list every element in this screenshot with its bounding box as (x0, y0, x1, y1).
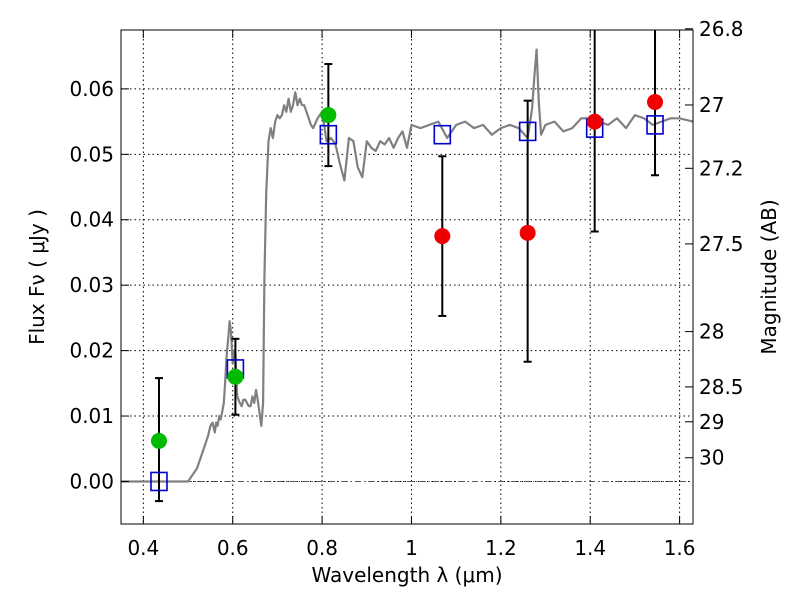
mag-tick-label: 27 (699, 93, 724, 117)
y-tick-label: 0.03 (69, 273, 114, 297)
model-photometry-square (319, 124, 338, 145)
mag-tick-label: 28.5 (699, 375, 744, 399)
plot-frame (120, 29, 694, 525)
y-tick-label: 0.04 (69, 208, 114, 232)
y-tick-label: 0.06 (69, 77, 114, 101)
nir-point (586, 113, 603, 130)
model-photometry-square (150, 471, 168, 492)
y-tick-label: 0.00 (69, 469, 114, 493)
x-tick-label: 0.8 (306, 536, 338, 560)
x-tick-label: 1 (405, 536, 418, 560)
x-axis-title: Wavelength λ (μm) (311, 563, 502, 587)
optical-point (150, 432, 167, 449)
mag-tick-label: 28 (699, 320, 724, 344)
nir-point (647, 93, 664, 110)
y-tick-label: 0.02 (69, 339, 114, 363)
y-axis-title: Flux Fν ( μJy ) (25, 209, 49, 345)
axis-ticks (121, 28, 693, 524)
model-spectrum (121, 48, 693, 483)
mag-tick-label: 30 (699, 446, 724, 470)
mag-tick-label: 27.5 (699, 232, 744, 256)
tick-labels: 0.4 0.6 0.8 1 1.2 1.4 1.6 0.00 0.01 0.02 0.03 0.04 0… (69, 17, 743, 560)
optical-point (227, 368, 244, 385)
model-photometry-square (433, 124, 452, 145)
spectrum-line (121, 48, 693, 483)
x-tick-label: 1.6 (664, 536, 696, 560)
x-tick-label: 0.4 (127, 536, 159, 560)
optical-point (320, 107, 337, 124)
mag-tick-label: 29 (699, 410, 724, 434)
model-photometry-square (646, 115, 664, 135)
y-tick-label: 0.05 (69, 142, 114, 166)
x-tick-label: 1.4 (574, 536, 606, 560)
y2-axis-title: Magnitude (AB) (757, 199, 781, 354)
nir-point (434, 228, 451, 245)
y-tick-label: 0.01 (69, 404, 114, 428)
nir-point (519, 224, 536, 241)
x-tick-label: 0.6 (217, 536, 249, 560)
x-tick-label: 1.2 (485, 536, 517, 560)
mag-tick-label: 26.8 (699, 17, 744, 41)
model-photometry-square (518, 121, 537, 142)
mag-tick-label: 27.2 (699, 156, 744, 180)
data-markers (150, 93, 664, 492)
